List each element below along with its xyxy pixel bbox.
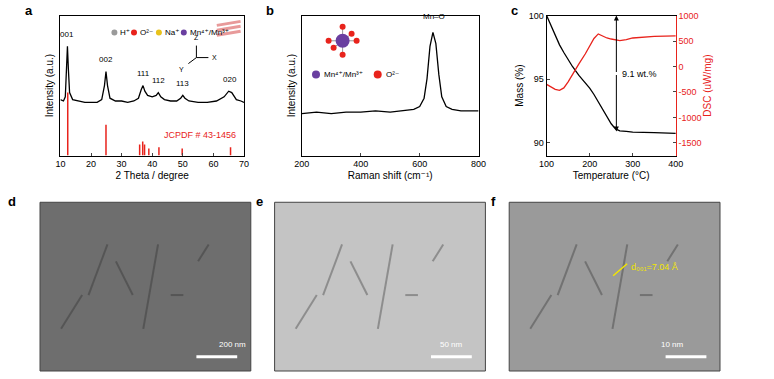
svg-text:200: 200 xyxy=(294,159,309,169)
svg-text:50 nm: 50 nm xyxy=(440,340,463,349)
svg-text:H⁺: H⁺ xyxy=(120,28,130,37)
svg-text:d₀₀₁=7.04 Å: d₀₀₁=7.04 Å xyxy=(631,262,678,272)
svg-text:Na⁺: Na⁺ xyxy=(165,28,179,37)
svg-text:0: 0 xyxy=(679,62,684,72)
svg-text:10: 10 xyxy=(55,159,65,169)
svg-text:b: b xyxy=(266,3,274,18)
svg-text:40: 40 xyxy=(147,159,157,169)
svg-text:2 Theta / degree: 2 Theta / degree xyxy=(116,170,190,181)
svg-text:800: 800 xyxy=(471,159,486,169)
svg-text:400: 400 xyxy=(353,159,368,169)
svg-text:e: e xyxy=(256,194,263,209)
svg-text:Intensity (a.u.): Intensity (a.u.) xyxy=(286,54,297,117)
svg-text:70: 70 xyxy=(239,159,249,169)
svg-text:300: 300 xyxy=(625,159,640,169)
svg-text:112: 112 xyxy=(152,76,165,85)
svg-text:c: c xyxy=(511,3,518,18)
svg-text:50: 50 xyxy=(178,159,188,169)
svg-text:O²⁻: O²⁻ xyxy=(386,70,399,79)
svg-text:Mn–O: Mn–O xyxy=(423,12,445,21)
svg-text:113: 113 xyxy=(176,79,189,88)
svg-text:9.1 wt.%: 9.1 wt.% xyxy=(622,69,657,79)
svg-text:a: a xyxy=(25,3,33,18)
svg-text:600: 600 xyxy=(412,159,427,169)
svg-text:X: X xyxy=(212,54,217,61)
svg-text:002: 002 xyxy=(99,55,113,64)
svg-text:200 nm: 200 nm xyxy=(219,340,246,349)
svg-text:Y: Y xyxy=(179,66,184,73)
svg-text:60: 60 xyxy=(208,159,218,169)
svg-text:30: 30 xyxy=(117,159,127,169)
svg-text:-1000: -1000 xyxy=(679,113,702,123)
svg-text:Z: Z xyxy=(194,34,199,41)
svg-text:100: 100 xyxy=(529,11,544,21)
svg-text:-500: -500 xyxy=(679,87,697,97)
svg-text:DSC (uW/mg): DSC (uW/mg) xyxy=(702,54,713,116)
svg-text:d: d xyxy=(8,194,16,209)
svg-text:-1500: -1500 xyxy=(679,138,702,148)
svg-text:Raman shift (cm⁻¹): Raman shift (cm⁻¹) xyxy=(348,170,433,181)
svg-text:001: 001 xyxy=(60,30,74,39)
svg-text:Mn⁴⁺/Mn³⁺: Mn⁴⁺/Mn³⁺ xyxy=(324,70,363,79)
svg-text:100: 100 xyxy=(539,159,554,169)
svg-text:20: 20 xyxy=(86,159,96,169)
svg-text:Intensity (a.u.): Intensity (a.u.) xyxy=(44,54,55,117)
svg-text:Mn⁴⁺/Mn³⁺: Mn⁴⁺/Mn³⁺ xyxy=(190,28,229,37)
svg-text:10 nm: 10 nm xyxy=(661,340,684,349)
svg-text:200: 200 xyxy=(582,159,597,169)
svg-text:1000: 1000 xyxy=(679,11,699,21)
svg-text:020: 020 xyxy=(223,75,237,84)
svg-text:95: 95 xyxy=(534,74,544,84)
svg-text:JCPDF # 43-1456: JCPDF # 43-1456 xyxy=(164,130,236,140)
svg-text:111: 111 xyxy=(137,69,150,78)
svg-text:Mass (%): Mass (%) xyxy=(514,64,525,106)
svg-text:400: 400 xyxy=(668,159,683,169)
svg-text:f: f xyxy=(491,194,496,209)
svg-text:Temperature (°C): Temperature (°C) xyxy=(573,170,650,181)
svg-text:90: 90 xyxy=(534,138,544,148)
svg-text:500: 500 xyxy=(679,36,694,46)
svg-text:O²⁻: O²⁻ xyxy=(140,28,153,37)
